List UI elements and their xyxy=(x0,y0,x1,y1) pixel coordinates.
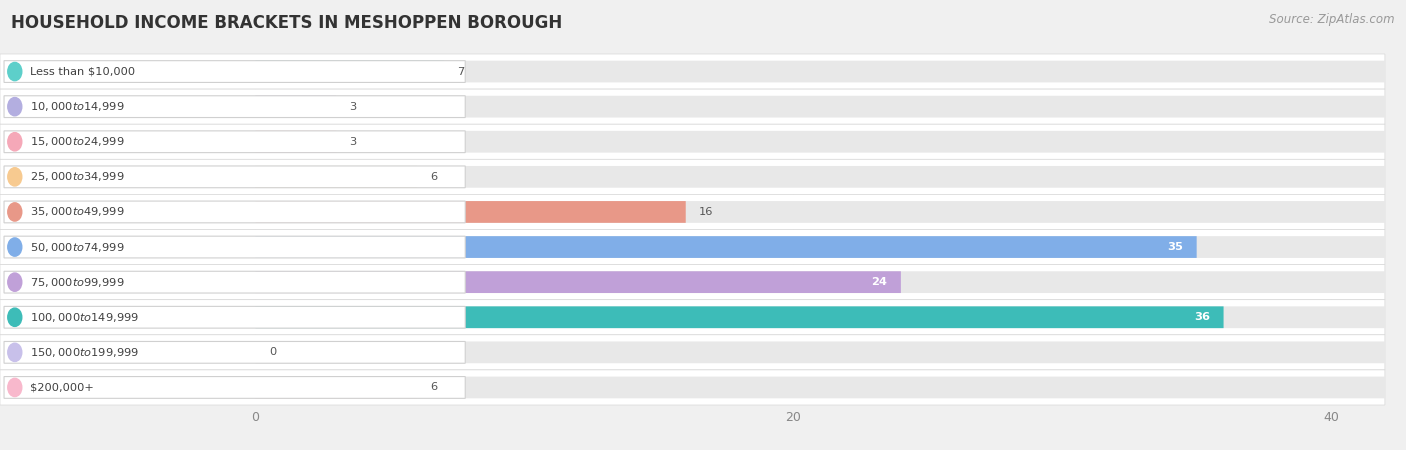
Text: 6: 6 xyxy=(430,172,437,182)
FancyBboxPatch shape xyxy=(256,61,444,82)
Text: 7: 7 xyxy=(457,67,464,76)
FancyBboxPatch shape xyxy=(256,201,1385,223)
FancyBboxPatch shape xyxy=(0,370,1385,405)
Text: 3: 3 xyxy=(350,102,357,112)
FancyBboxPatch shape xyxy=(256,166,1385,188)
Circle shape xyxy=(8,378,21,396)
FancyBboxPatch shape xyxy=(256,96,336,117)
FancyBboxPatch shape xyxy=(256,342,1385,363)
FancyBboxPatch shape xyxy=(256,377,1385,398)
FancyBboxPatch shape xyxy=(256,236,1197,258)
Text: $35,000 to $49,999: $35,000 to $49,999 xyxy=(30,206,124,218)
Text: 16: 16 xyxy=(699,207,714,217)
Circle shape xyxy=(8,98,21,116)
Text: 0: 0 xyxy=(269,347,276,357)
FancyBboxPatch shape xyxy=(256,306,1223,328)
Circle shape xyxy=(8,63,21,81)
FancyBboxPatch shape xyxy=(4,96,465,117)
FancyBboxPatch shape xyxy=(256,236,1385,258)
FancyBboxPatch shape xyxy=(0,230,1385,265)
FancyBboxPatch shape xyxy=(256,271,901,293)
FancyBboxPatch shape xyxy=(0,300,1385,335)
Text: $200,000+: $200,000+ xyxy=(30,382,93,392)
Text: $50,000 to $74,999: $50,000 to $74,999 xyxy=(30,241,124,253)
Circle shape xyxy=(8,343,21,361)
FancyBboxPatch shape xyxy=(256,377,416,398)
FancyBboxPatch shape xyxy=(256,96,1385,117)
Circle shape xyxy=(8,133,21,151)
Text: HOUSEHOLD INCOME BRACKETS IN MESHOPPEN BOROUGH: HOUSEHOLD INCOME BRACKETS IN MESHOPPEN B… xyxy=(11,14,562,32)
Text: $150,000 to $199,999: $150,000 to $199,999 xyxy=(30,346,139,359)
FancyBboxPatch shape xyxy=(4,236,465,258)
Circle shape xyxy=(8,238,21,256)
FancyBboxPatch shape xyxy=(256,201,686,223)
FancyBboxPatch shape xyxy=(4,61,465,82)
FancyBboxPatch shape xyxy=(0,335,1385,370)
FancyBboxPatch shape xyxy=(4,377,465,398)
FancyBboxPatch shape xyxy=(4,166,465,188)
Text: $10,000 to $14,999: $10,000 to $14,999 xyxy=(30,100,124,113)
FancyBboxPatch shape xyxy=(0,89,1385,124)
FancyBboxPatch shape xyxy=(0,54,1385,89)
Text: 24: 24 xyxy=(872,277,887,287)
FancyBboxPatch shape xyxy=(0,194,1385,230)
FancyBboxPatch shape xyxy=(4,201,465,223)
FancyBboxPatch shape xyxy=(0,265,1385,300)
Text: Less than $10,000: Less than $10,000 xyxy=(30,67,135,76)
Circle shape xyxy=(8,203,21,221)
FancyBboxPatch shape xyxy=(256,131,336,153)
Circle shape xyxy=(8,168,21,186)
FancyBboxPatch shape xyxy=(256,166,416,188)
Text: 6: 6 xyxy=(430,382,437,392)
FancyBboxPatch shape xyxy=(4,271,465,293)
Text: Source: ZipAtlas.com: Source: ZipAtlas.com xyxy=(1270,14,1395,27)
Circle shape xyxy=(8,273,21,291)
Text: 36: 36 xyxy=(1194,312,1211,322)
FancyBboxPatch shape xyxy=(256,61,1385,82)
FancyBboxPatch shape xyxy=(0,124,1385,159)
Text: $15,000 to $24,999: $15,000 to $24,999 xyxy=(30,135,124,148)
FancyBboxPatch shape xyxy=(256,306,1385,328)
FancyBboxPatch shape xyxy=(4,131,465,153)
FancyBboxPatch shape xyxy=(4,342,465,363)
FancyBboxPatch shape xyxy=(4,306,465,328)
Text: $25,000 to $34,999: $25,000 to $34,999 xyxy=(30,171,124,183)
Text: $75,000 to $99,999: $75,000 to $99,999 xyxy=(30,276,124,288)
Text: 3: 3 xyxy=(350,137,357,147)
FancyBboxPatch shape xyxy=(0,159,1385,194)
FancyBboxPatch shape xyxy=(256,271,1385,293)
Text: $100,000 to $149,999: $100,000 to $149,999 xyxy=(30,311,139,324)
FancyBboxPatch shape xyxy=(256,131,1385,153)
Circle shape xyxy=(8,308,21,326)
Text: 35: 35 xyxy=(1167,242,1184,252)
